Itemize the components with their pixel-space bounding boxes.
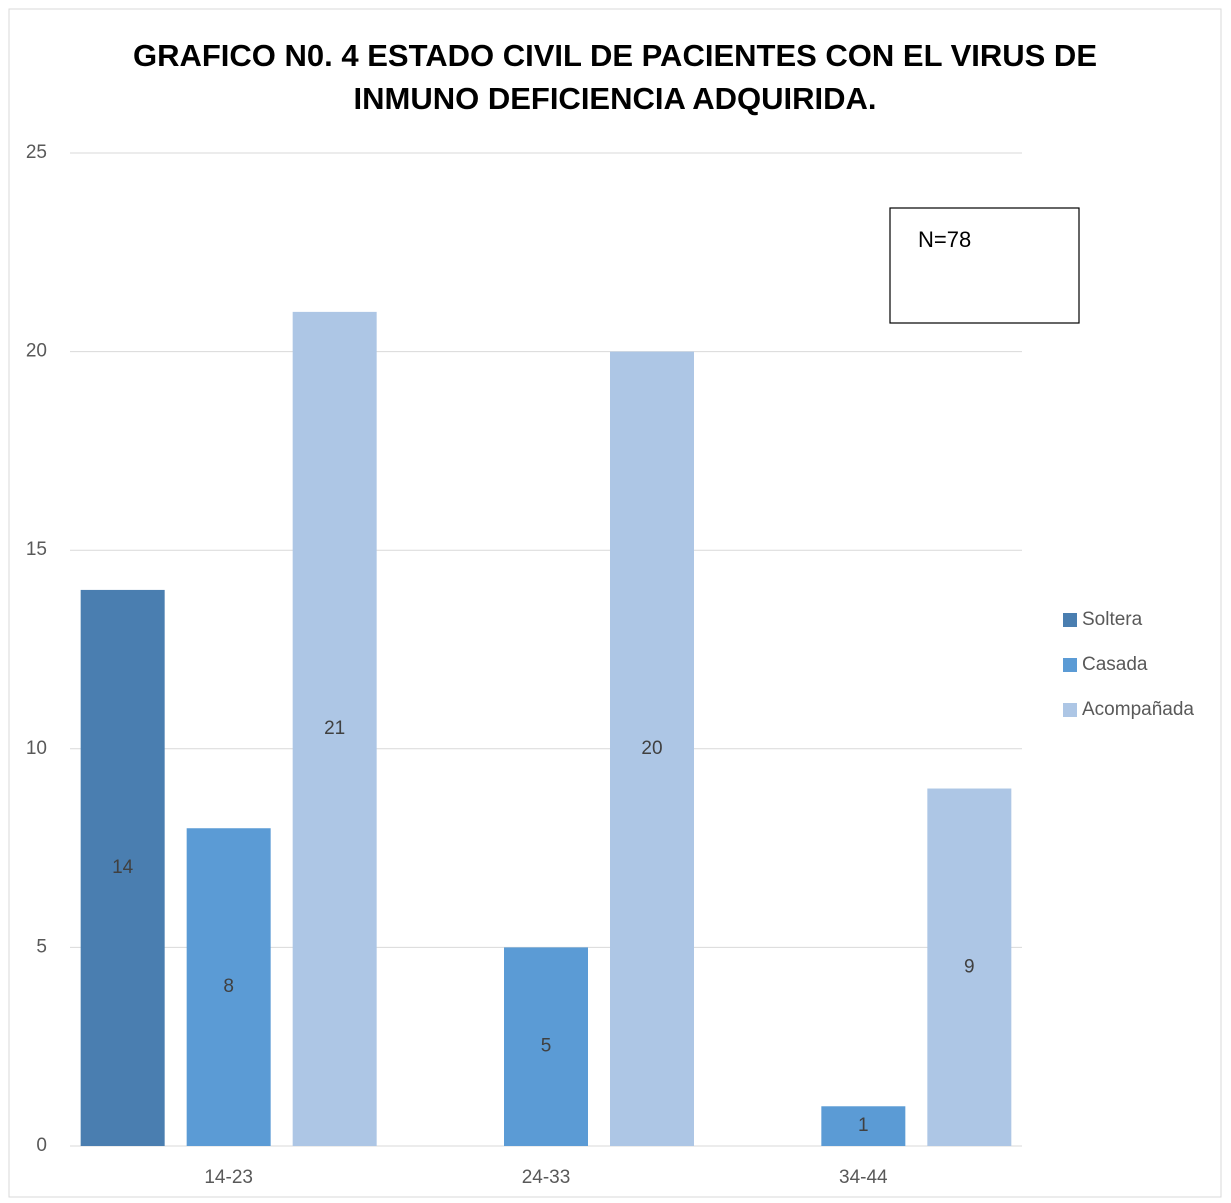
legend-label: Acompañada [1082,699,1194,720]
legend-swatch [1063,703,1077,717]
y-tick-label: 10 [26,738,47,759]
data-label: 20 [641,738,662,759]
y-tick-label: 20 [26,341,47,362]
y-tick-label: 25 [26,142,47,163]
y-tick-label: 5 [36,936,47,957]
data-label: 9 [964,956,975,977]
x-tick-label: 24-33 [522,1167,571,1188]
legend-swatch [1063,658,1077,672]
data-label: 1 [858,1115,869,1136]
bar [292,311,377,1146]
bar [821,1106,906,1146]
data-label: 21 [324,718,345,739]
x-tick-label: 34-44 [839,1167,888,1188]
chart-border [8,8,1222,1198]
data-label: 14 [112,857,134,878]
bar [80,589,165,1146]
bar [927,788,1012,1146]
bar [186,828,271,1146]
legend-label: Casada [1082,654,1148,675]
annotation: N=78 [918,227,971,252]
x-tick-label: 14-23 [204,1167,253,1188]
bar [504,947,588,1146]
y-tick-label: 15 [26,539,47,560]
legend-swatch [1063,613,1077,627]
annotation-box [889,207,1080,324]
legend-label: Soltera [1082,609,1143,630]
y-tick-label: 0 [36,1135,47,1156]
bar [610,351,694,1147]
chart-title: GRAFICO N0. 4 ESTADO CIVIL DE PACIENTES … [132,38,1097,116]
data-label: 8 [223,976,234,997]
data-label: 5 [541,1036,552,1057]
